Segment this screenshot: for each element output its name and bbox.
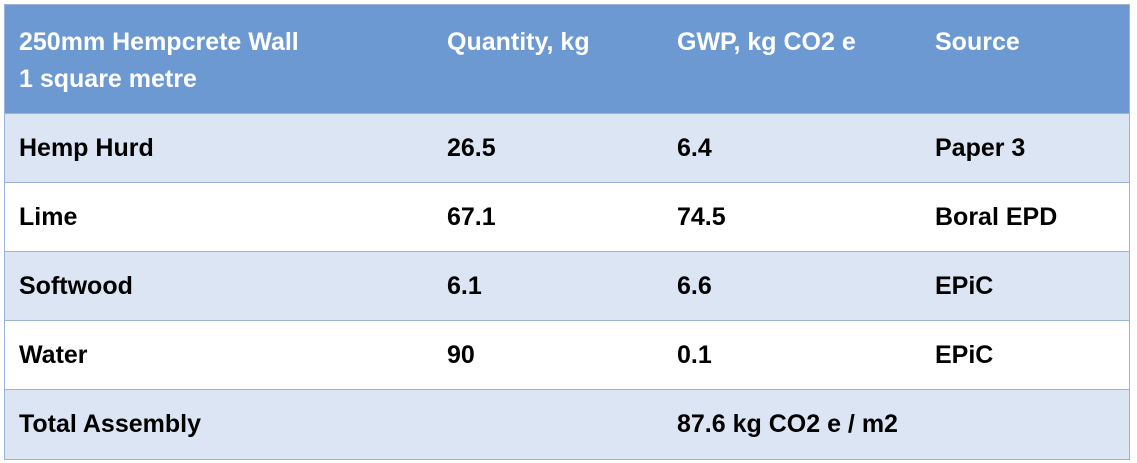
- table-row: Water 90 0.1 EPiC: [5, 321, 1129, 390]
- gwp-cell: 0.1: [677, 340, 712, 369]
- table-row: Lime 67.1 74.5 Boral EPD: [5, 183, 1129, 252]
- table-header-row: 250mm Hempcrete Wall 1 square metre Quan…: [5, 5, 1129, 114]
- material-cell: Hemp Hurd: [19, 133, 154, 162]
- header-gwp: GWP, kg CO2 e: [677, 28, 856, 56]
- source-cell: Boral EPD: [935, 202, 1058, 231]
- source-cell: EPiC: [935, 340, 994, 369]
- header-source: Source: [935, 28, 1020, 56]
- quantity-cell: 67.1: [447, 202, 496, 231]
- gwp-cell: 6.4: [677, 133, 712, 162]
- source-cell: Paper 3: [935, 133, 1026, 162]
- hempcrete-gwp-table: 250mm Hempcrete Wall 1 square metre Quan…: [4, 4, 1130, 460]
- material-cell: Lime: [19, 202, 78, 231]
- total-row: Total Assembly 87.6 kg CO2 e / m2: [5, 390, 1129, 459]
- gwp-cell: 74.5: [677, 202, 726, 231]
- material-cell: Water: [19, 340, 88, 369]
- total-value: 87.6 kg CO2 e / m2: [677, 410, 898, 438]
- header-assembly-line2: 1 square metre: [19, 65, 197, 93]
- table-row: Softwood 6.1 6.6 EPiC: [5, 252, 1129, 321]
- gwp-cell: 6.6: [677, 271, 712, 300]
- quantity-cell: 6.1: [447, 271, 482, 300]
- header-assembly: 250mm Hempcrete Wall 1 square metre: [19, 24, 399, 98]
- header-quantity: Quantity, kg: [447, 28, 590, 56]
- material-cell: Softwood: [19, 271, 133, 300]
- source-cell: EPiC: [935, 271, 994, 300]
- table-row: Hemp Hurd 26.5 6.4 Paper 3: [5, 114, 1129, 183]
- total-label: Total Assembly: [19, 410, 201, 438]
- header-assembly-line1: 250mm Hempcrete Wall: [19, 28, 299, 56]
- quantity-cell: 26.5: [447, 133, 496, 162]
- quantity-cell: 90: [447, 340, 475, 369]
